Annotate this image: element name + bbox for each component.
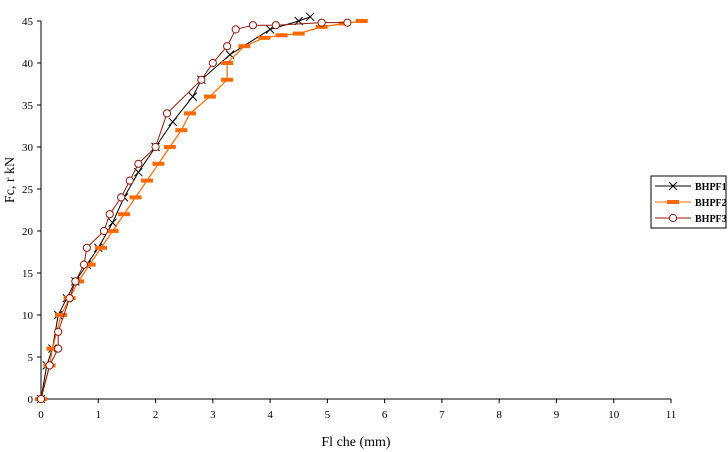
data-point — [208, 58, 217, 68]
data-point — [238, 44, 251, 49]
y-tick-label: 5 — [28, 352, 34, 364]
data-point — [231, 25, 240, 34]
legend-item: BHPF1 — [655, 181, 727, 193]
data-point — [343, 18, 352, 27]
x-tick-label: 5 — [325, 409, 331, 421]
x-tick-label: 1 — [96, 409, 102, 421]
data-point — [258, 35, 271, 40]
x-tick-label: 4 — [267, 409, 273, 421]
x-tick-label: 7 — [439, 409, 445, 421]
data-point — [118, 212, 131, 217]
y-tick-label: 30 — [22, 142, 34, 154]
legend-item: BHPF3 — [655, 213, 727, 225]
y-tick-label: 20 — [22, 226, 34, 238]
data-point — [95, 245, 108, 250]
y-tick-label: 25 — [22, 184, 34, 196]
y-tick-label: 15 — [22, 268, 34, 280]
x-axis-title: Fl che (mm) — [321, 435, 391, 450]
data-point — [54, 344, 63, 353]
data-point — [152, 161, 165, 166]
legend-label: BHPF2 — [695, 198, 727, 209]
data-point — [125, 176, 134, 185]
legend: BHPF1 BHPF2 BHPF3 — [650, 175, 727, 229]
data-point — [355, 19, 368, 23]
data-point — [54, 327, 63, 336]
data-point — [106, 229, 119, 233]
x-tick-label: 0 — [38, 409, 44, 421]
legend-marker — [668, 181, 678, 191]
data-point — [188, 92, 198, 101]
x-tick-label: 10 — [608, 409, 620, 421]
data-point — [129, 195, 142, 200]
data-point — [221, 77, 234, 82]
data-point — [223, 42, 232, 51]
y-tick-label: 0 — [28, 394, 34, 406]
data-point — [65, 294, 74, 303]
legend-item: BHPF2 — [655, 198, 727, 209]
data-point — [168, 117, 178, 127]
legend-marker — [668, 213, 678, 223]
data-point — [183, 111, 196, 116]
y-tick-label: 40 — [22, 58, 34, 70]
data-point — [175, 128, 188, 133]
legend-label: BHPF1 — [695, 182, 727, 193]
y-tick-label: 35 — [22, 100, 34, 112]
data-point — [134, 159, 143, 168]
x-tick-label: 3 — [210, 409, 216, 421]
y-tick-label: 45 — [22, 16, 34, 28]
data-point — [197, 75, 206, 84]
data-point — [83, 262, 96, 267]
y-tick-label: 10 — [22, 310, 34, 322]
series-layer — [35, 12, 368, 404]
data-point — [162, 109, 172, 118]
series-line — [40, 22, 348, 400]
x-tick-label: 8 — [496, 409, 502, 421]
legend-label: BHPF3 — [695, 214, 727, 225]
data-point — [117, 193, 126, 202]
data-point — [36, 394, 46, 404]
data-point — [79, 260, 89, 269]
series-BHPF1 — [36, 12, 315, 404]
series-line — [40, 16, 311, 400]
data-point — [108, 218, 117, 227]
data-point — [151, 142, 160, 152]
data-point — [46, 346, 59, 351]
data-point — [248, 21, 258, 30]
data-point — [99, 226, 109, 236]
data-point — [317, 18, 326, 27]
data-point — [140, 178, 153, 183]
data-point — [315, 24, 328, 29]
data-point — [203, 94, 216, 99]
x-tick-label: 9 — [554, 409, 560, 421]
x-tick-label: 11 — [666, 409, 677, 421]
data-point — [105, 210, 114, 219]
x-tick-label: 2 — [153, 409, 159, 421]
data-point — [82, 243, 91, 252]
series-BHPF3 — [36, 18, 352, 404]
x-tick-label: 6 — [382, 409, 388, 421]
data-point — [292, 31, 305, 36]
data-point — [271, 21, 280, 30]
data-point — [305, 12, 315, 22]
data-point — [45, 361, 54, 370]
data-point — [55, 313, 68, 317]
data-point — [221, 61, 234, 65]
y-axis-title: Fc, r kN — [3, 157, 18, 203]
data-point — [163, 145, 176, 149]
data-point — [275, 33, 288, 38]
legend-marker — [667, 200, 679, 204]
data-point — [71, 277, 80, 286]
